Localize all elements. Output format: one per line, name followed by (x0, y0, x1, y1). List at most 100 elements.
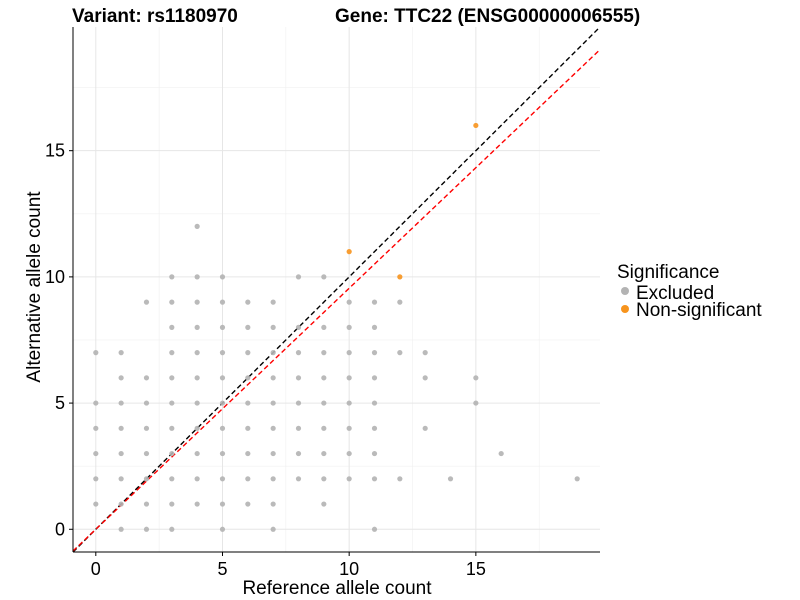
x-tick-label: 0 (91, 559, 101, 579)
y-tick-label: 5 (55, 393, 65, 413)
point-excluded (169, 400, 175, 406)
variant-title: Variant: rs1180970 (72, 6, 238, 27)
axes: 0 5 10 15 0 5 10 15 (45, 27, 600, 579)
point-excluded (118, 526, 124, 532)
point-excluded (371, 324, 378, 330)
point-excluded (194, 274, 200, 280)
y-tick-label: 0 (55, 519, 65, 539)
point-excluded (245, 375, 251, 381)
point-excluded (169, 274, 175, 280)
point-excluded (295, 350, 302, 356)
point-excluded (143, 476, 150, 482)
point-excluded (169, 501, 175, 507)
point-excluded (346, 476, 352, 482)
point-excluded (295, 476, 302, 482)
point-non-significant (346, 249, 352, 255)
point-excluded (245, 350, 251, 356)
point-excluded (219, 375, 226, 381)
point-excluded (219, 501, 226, 507)
point-non-significant (473, 122, 479, 129)
reference-lines (72, 26, 601, 553)
point-excluded (169, 526, 175, 532)
point-excluded (219, 350, 226, 356)
point-excluded (93, 501, 99, 507)
point-excluded (371, 526, 378, 532)
point-excluded (169, 450, 175, 457)
point-excluded (219, 526, 226, 532)
point-excluded (270, 476, 276, 482)
point-excluded (219, 425, 226, 431)
point-excluded (321, 425, 327, 431)
point-excluded (245, 501, 251, 507)
y-axis-label: Alternative allele count (24, 191, 45, 383)
point-excluded (143, 299, 150, 305)
point-excluded (245, 299, 251, 305)
legend-marker-non-significant (621, 305, 629, 313)
point-excluded (371, 350, 378, 356)
gene-title: Gene: TTC22 (ENSG00000006555) (335, 6, 640, 27)
point-excluded (169, 324, 175, 330)
point-excluded (295, 274, 302, 280)
point-excluded (270, 299, 276, 305)
legend-marker-excluded (621, 287, 629, 295)
point-excluded (371, 425, 378, 431)
point-excluded (371, 375, 378, 381)
point-excluded (143, 450, 150, 457)
point-excluded (194, 223, 200, 229)
point-excluded (270, 450, 276, 457)
point-excluded (219, 274, 226, 280)
point-excluded (295, 375, 302, 381)
point-excluded (321, 501, 327, 507)
point-excluded (194, 375, 200, 381)
point-excluded (270, 501, 276, 507)
point-excluded (245, 476, 251, 482)
point-excluded (143, 526, 150, 532)
point-excluded (321, 375, 327, 381)
point-excluded (194, 476, 200, 482)
point-excluded (473, 375, 479, 381)
point-excluded (194, 400, 200, 406)
point-excluded (143, 501, 150, 507)
point-excluded (346, 400, 352, 406)
point-excluded (270, 350, 276, 356)
point-excluded (321, 274, 327, 280)
point-excluded (397, 476, 403, 482)
point-excluded (270, 324, 276, 330)
x-tick-label: 5 (217, 559, 227, 579)
point-excluded (219, 324, 226, 330)
point-excluded (321, 450, 327, 457)
point-excluded (194, 299, 200, 305)
point-excluded (371, 299, 378, 305)
point-excluded (295, 450, 302, 457)
point-excluded (143, 425, 150, 431)
legend-title: Significance (617, 262, 719, 283)
point-excluded (245, 425, 251, 431)
point-excluded (346, 324, 352, 330)
point-excluded (219, 450, 226, 457)
point-excluded (194, 324, 200, 330)
point-excluded (169, 299, 175, 305)
point-excluded (245, 450, 251, 457)
point-excluded (270, 400, 276, 406)
point-excluded (321, 400, 327, 406)
identity-line (72, 26, 601, 553)
point-excluded (346, 450, 352, 457)
point-excluded (270, 375, 276, 381)
point-excluded (194, 450, 200, 457)
point-excluded (93, 400, 99, 406)
point-excluded (245, 324, 251, 330)
point-excluded (93, 425, 99, 431)
point-excluded (194, 425, 200, 431)
point-excluded (346, 350, 352, 356)
point-excluded (371, 450, 378, 457)
point-excluded (118, 350, 124, 356)
point-excluded (194, 501, 200, 507)
point-excluded (397, 299, 403, 305)
point-excluded (473, 400, 479, 406)
point-excluded (371, 476, 378, 482)
point-non-significant (397, 274, 403, 280)
point-excluded (346, 425, 352, 431)
point-excluded (118, 476, 124, 482)
point-excluded (371, 400, 378, 406)
point-excluded (346, 375, 352, 381)
